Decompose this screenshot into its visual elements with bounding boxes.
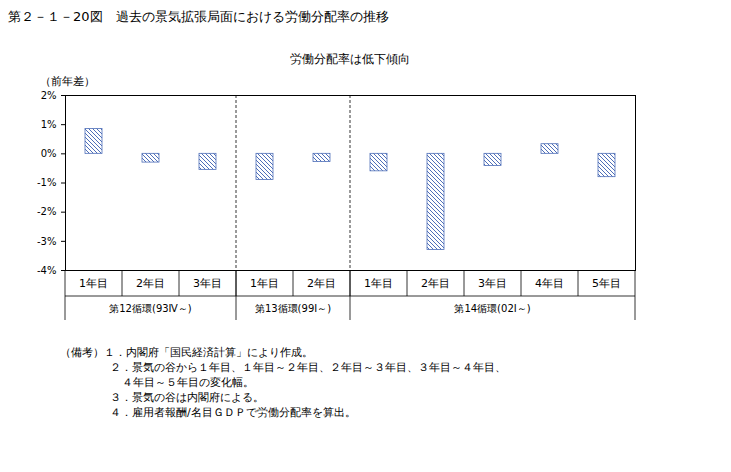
svg-text:2年目: 2年目 <box>307 277 336 290</box>
html-text:４年目～５年目の変化幅。: ４年目～５年目の変化幅。 <box>122 376 254 389</box>
svg-text:3年目: 3年目 <box>193 277 222 290</box>
svg-text:0%: 0% <box>41 148 57 159</box>
html-text:４．雇用者報酬/名目ＧＤＰで労働分配率を算出。: ４．雇用者報酬/名目ＧＤＰで労働分配率を算出。 <box>110 406 356 419</box>
svg-text:1年目: 1年目 <box>79 277 108 290</box>
svg-text:1年目: 1年目 <box>250 277 279 290</box>
html-text:（備考）１．内閣府「国民経済計算」により作成。: （備考）１．内閣府「国民経済計算」により作成。 <box>60 346 313 359</box>
svg-text:第12循環(93Ⅳ～): 第12循環(93Ⅳ～) <box>109 303 192 314</box>
svg-text:2%: 2% <box>41 90 57 101</box>
svg-text:第13循環(99Ⅰ～): 第13循環(99Ⅰ～) <box>255 303 331 314</box>
html-text:３．景気の谷は内閣府による。: ３．景気の谷は内閣府による。 <box>110 391 264 404</box>
svg-text:-4%: -4% <box>37 265 56 276</box>
html-text:２．景気の谷から１年目、１年目～２年目、２年目～３年目、３年: ２．景気の谷から１年目、１年目～２年目、２年目～３年目、３年目～４年目、 <box>110 361 506 374</box>
svg-text:1年目: 1年目 <box>364 277 393 290</box>
svg-text:1%: 1% <box>41 119 57 130</box>
svg-text:-1%: -1% <box>37 177 56 188</box>
svg-text:4年目: 4年目 <box>535 277 564 290</box>
svg-text:2年目: 2年目 <box>421 277 450 290</box>
svg-text:2年目: 2年目 <box>136 277 165 290</box>
svg-text:-2%: -2% <box>37 206 56 217</box>
svg-text:第14循環(02Ⅰ～): 第14循環(02Ⅰ～) <box>454 303 530 314</box>
svg-text:（前年差）: （前年差） <box>40 75 95 88</box>
svg-text:労働分配率は低下傾向: 労働分配率は低下傾向 <box>290 52 410 66</box>
html-text:第２－１－20図 過去の景気拡張局面における労働分配率の推移: 第２－１－20図 過去の景気拡張局面における労働分配率の推移 <box>8 9 389 24</box>
svg-text:5年目: 5年目 <box>592 277 621 290</box>
svg-text:-3%: -3% <box>37 236 56 247</box>
svg-text:3年目: 3年目 <box>478 277 507 290</box>
